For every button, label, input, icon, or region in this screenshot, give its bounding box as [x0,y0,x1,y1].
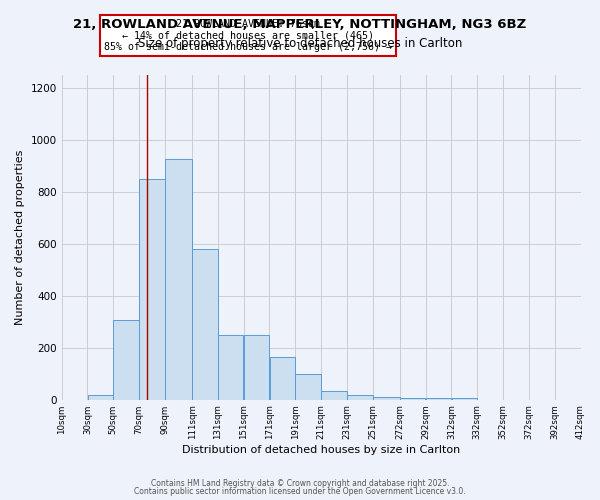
Bar [113,320,139,400]
Text: 21 ROWLAND AVENUE: 76sqm
← 14% of detached houses are smaller (465)
85% of semi-: 21 ROWLAND AVENUE: 76sqm ← 14% of detach… [104,19,392,52]
Bar [373,397,400,400]
Bar [165,160,192,400]
Bar [192,249,218,400]
Text: Size of property relative to detached houses in Carlton: Size of property relative to detached ho… [138,38,462,51]
Bar [88,394,113,400]
Bar [244,336,269,400]
Bar [295,374,321,400]
Text: 21, ROWLAND AVENUE, MAPPERLEY, NOTTINGHAM, NG3 6BZ: 21, ROWLAND AVENUE, MAPPERLEY, NOTTINGHA… [73,18,527,30]
Bar [347,395,373,400]
Bar [426,398,451,400]
X-axis label: Distribution of detached houses by size in Carlton: Distribution of detached houses by size … [182,445,460,455]
Bar [218,336,244,400]
Y-axis label: Number of detached properties: Number of detached properties [15,150,25,325]
Bar [321,390,347,400]
Bar [139,179,165,400]
Bar [400,398,425,400]
Bar [269,358,295,400]
Bar [452,398,477,400]
Text: Contains HM Land Registry data © Crown copyright and database right 2025.: Contains HM Land Registry data © Crown c… [151,478,449,488]
Text: Contains public sector information licensed under the Open Government Licence v3: Contains public sector information licen… [134,487,466,496]
